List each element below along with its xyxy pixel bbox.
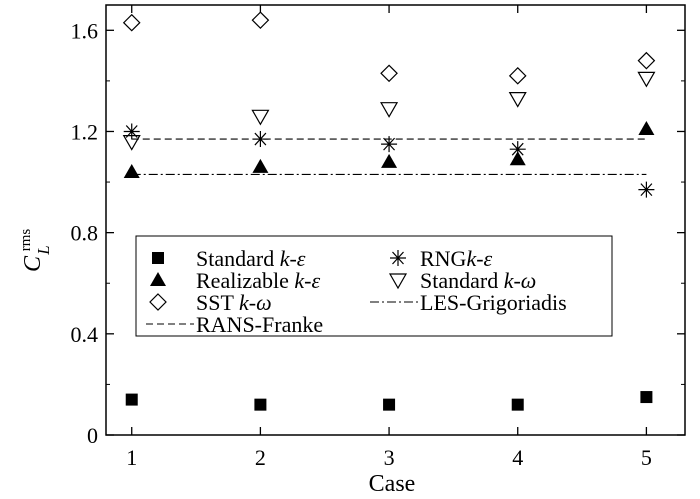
x-axis-title: Case <box>369 471 416 497</box>
point-asterisk <box>638 181 655 198</box>
y-axis-title: C rms L <box>18 229 53 272</box>
point-filled-triangle-up <box>123 163 140 178</box>
point-asterisk <box>123 123 140 140</box>
point-filled-triangle-up <box>252 158 269 173</box>
legend-label: SST k-ω <box>196 290 272 315</box>
legend-label: RNGk-ε <box>420 246 493 271</box>
legend-marker-open-triangle-down <box>388 273 408 290</box>
point-asterisk <box>509 141 526 158</box>
point-open-diamond <box>251 11 270 30</box>
point-filled-square <box>383 398 396 411</box>
y-tick-label: 0.4 <box>71 322 99 347</box>
y-tick-label: 0.8 <box>71 221 99 246</box>
data-markers <box>122 11 656 411</box>
y-tick-label: 1.2 <box>71 119 99 144</box>
legend-marker-filled-square <box>152 252 164 264</box>
legend-marker-asterisk <box>390 250 406 266</box>
x-tick-label: 5 <box>641 445 652 470</box>
y-axis-title-sup: rms <box>18 229 34 252</box>
plot-frame <box>105 4 686 436</box>
legend-label: Realizable k-ε <box>196 268 320 293</box>
point-open-triangle-down <box>637 71 656 88</box>
x-tick-label: 4 <box>512 445 523 470</box>
legend-label-les: LES-Grigoriadis <box>420 290 567 315</box>
axis-ticks: 1 2 3 4 5 0 0.4 0.8 1.2 1.6 <box>71 5 685 470</box>
point-filled-triangle-up <box>638 120 655 135</box>
legend-box <box>135 235 613 337</box>
y-axis-title-sub: L <box>34 245 53 255</box>
legend-label: Standard k-ε <box>196 246 306 271</box>
point-asterisk <box>381 136 398 153</box>
point-open-diamond <box>637 51 656 70</box>
point-open-diamond <box>508 66 527 85</box>
y-axis-title-main: C <box>20 255 46 272</box>
point-open-triangle-down <box>251 109 270 126</box>
point-open-diamond <box>380 64 398 83</box>
point-open-diamond <box>122 13 141 32</box>
legend-marker-open-diamond <box>149 293 167 311</box>
legend-label: Standard k-ω <box>420 268 536 293</box>
point-filled-square <box>511 398 524 411</box>
legend: Standard k-ε RNGk-ε Realizable k-ε Standard… <box>135 235 613 337</box>
y-tick-label: 1.6 <box>71 18 99 43</box>
point-open-triangle-down <box>122 134 141 151</box>
point-asterisk <box>252 131 269 148</box>
legend-label-rans: RANS-Franke <box>196 312 323 337</box>
point-filled-square <box>640 391 653 404</box>
point-open-triangle-down <box>380 102 399 118</box>
point-filled-square <box>125 393 138 406</box>
legend-marker-filled-triangle-up <box>150 272 166 286</box>
x-tick-label: 2 <box>255 445 266 470</box>
plot-border <box>105 4 686 436</box>
point-filled-triangle-up <box>381 153 398 168</box>
point-filled-triangle-up <box>509 151 526 166</box>
x-tick-label: 1 <box>126 445 137 470</box>
point-filled-square <box>254 398 267 411</box>
y-tick-label: 0 <box>87 423 98 448</box>
x-tick-label: 3 <box>384 445 395 470</box>
point-open-triangle-down <box>508 91 527 108</box>
